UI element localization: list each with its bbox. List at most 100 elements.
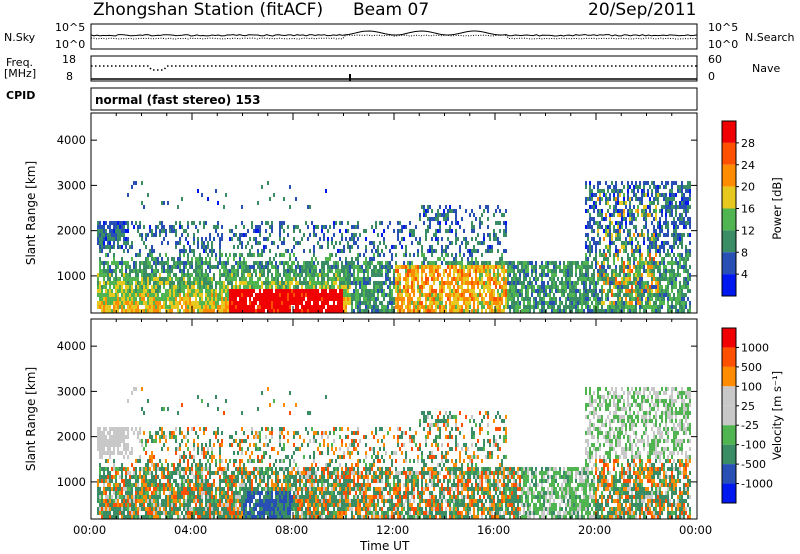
- power-cell: [273, 277, 275, 281]
- velocity-cell: [115, 443, 117, 447]
- power-cell: [109, 237, 111, 241]
- power-cell: [645, 305, 647, 309]
- power-cell: [553, 305, 555, 309]
- power-cell: [455, 221, 457, 225]
- power-cell: [327, 293, 329, 297]
- power-cell: [619, 189, 621, 193]
- power-cell: [347, 241, 349, 245]
- power-cell: [645, 181, 647, 185]
- power-cell: [521, 297, 523, 301]
- power-cell: [657, 185, 659, 189]
- power-cell: [159, 233, 161, 237]
- power-cell: [427, 229, 429, 233]
- power-cell: [655, 229, 657, 233]
- power-cell: [309, 261, 311, 265]
- power-cell: [459, 309, 461, 313]
- y-tick-label: 1000: [57, 269, 86, 283]
- power-cell: [667, 269, 669, 273]
- power-cell: [257, 285, 259, 289]
- power-cell: [545, 261, 547, 265]
- velocity-cell: [141, 487, 143, 491]
- velocity-cell: [111, 427, 113, 431]
- velocity-cell: [143, 447, 145, 451]
- power-cell: [617, 221, 619, 225]
- power-cell: [111, 233, 113, 237]
- power-cell: [239, 253, 241, 257]
- power-cell: [409, 253, 411, 257]
- power-cell: [159, 305, 161, 309]
- power-cell: [421, 305, 423, 309]
- power-cell: [271, 273, 273, 277]
- power-cell: [421, 301, 423, 305]
- power-cell: [147, 305, 149, 309]
- power-cell: [165, 289, 167, 293]
- power-cell: [179, 269, 181, 273]
- power-cell: [637, 285, 639, 289]
- velocity-cell: [123, 487, 125, 491]
- power-cell: [309, 297, 311, 301]
- power-cell: [255, 301, 257, 305]
- power-cell: [273, 293, 275, 297]
- power-cell: [607, 225, 609, 229]
- power-cell: [593, 273, 595, 277]
- power-cell: [501, 293, 503, 297]
- power-cell: [191, 249, 193, 253]
- power-cell: [105, 253, 107, 257]
- power-cell: [651, 233, 653, 237]
- power-cell: [435, 249, 437, 253]
- power-cell: [483, 237, 485, 241]
- nsearch-series-line: [90, 34, 698, 40]
- power-cell: [155, 293, 157, 297]
- power-cell: [499, 209, 501, 213]
- power-cell: [395, 261, 397, 265]
- power-cell: [335, 289, 337, 293]
- power-cell: [385, 281, 387, 285]
- velocity-cell: [145, 443, 147, 447]
- power-cell: [233, 265, 235, 269]
- velocity-cell: [133, 511, 135, 515]
- power-cell: [399, 309, 401, 313]
- power-cell: [205, 249, 207, 253]
- power-cell: [419, 309, 421, 313]
- power-cell: [375, 249, 377, 253]
- power-cell: [311, 277, 313, 281]
- power-cell: [457, 237, 459, 241]
- power-cell: [101, 245, 103, 249]
- power-cell: [633, 189, 635, 193]
- power-cell: [497, 301, 499, 305]
- power-cell: [345, 229, 347, 233]
- power-cell: [143, 261, 145, 265]
- power-cell: [305, 265, 307, 269]
- power-cell: [213, 301, 215, 305]
- power-cell: [545, 265, 547, 269]
- power-cell: [341, 265, 343, 269]
- power-cell: [329, 289, 331, 293]
- power-cell: [629, 273, 631, 277]
- power-cell: [201, 237, 203, 241]
- power-cell: [471, 297, 473, 301]
- power-cell: [595, 201, 597, 205]
- power-cell: [471, 209, 473, 213]
- power-cell: [285, 277, 287, 281]
- power-cell: [109, 225, 111, 229]
- power-cell: [327, 309, 329, 313]
- power-cell: [125, 221, 127, 225]
- power-cell: [193, 241, 195, 245]
- power-cell: [591, 301, 593, 305]
- power-cell: [597, 277, 599, 281]
- power-cell: [685, 269, 687, 273]
- power-cell: [609, 185, 611, 189]
- power-cell: [627, 197, 629, 201]
- velocity-cell: [135, 427, 137, 431]
- power-cell: [651, 285, 653, 289]
- power-cell: [621, 269, 623, 273]
- power-cell: [467, 297, 469, 301]
- power-cell: [617, 297, 619, 301]
- power-cell: [239, 285, 241, 289]
- power-cell: [365, 305, 367, 309]
- power-cell: [313, 265, 315, 269]
- power-cell: [425, 305, 427, 309]
- power-cell: [285, 269, 287, 273]
- power-cell: [269, 249, 271, 253]
- power-cell: [279, 229, 281, 233]
